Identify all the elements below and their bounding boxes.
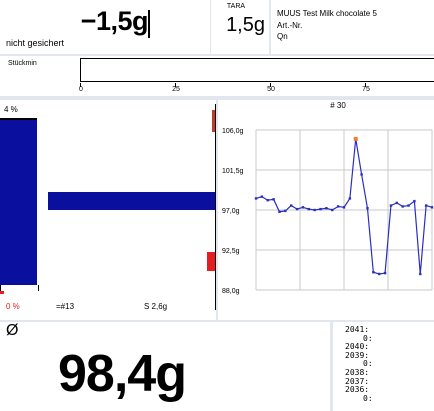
data-point bbox=[301, 206, 305, 209]
count-tick-label: 0 bbox=[79, 86, 83, 93]
data-point bbox=[395, 201, 398, 205]
piece-count-label: Stückmin bbox=[8, 60, 37, 67]
std-deviation-label: S 2,6g bbox=[144, 302, 168, 311]
data-point bbox=[266, 199, 269, 202]
count-tick bbox=[80, 83, 81, 87]
y-tick-label: 92,5g bbox=[222, 248, 240, 255]
data-point bbox=[372, 271, 375, 274]
average-weight-value: 98,4g bbox=[58, 345, 187, 403]
piece-count-panel: Stückmin 0 25 50 75 bbox=[0, 56, 434, 96]
history-row: 0: bbox=[363, 359, 373, 369]
data-point bbox=[430, 206, 434, 209]
data-point bbox=[366, 207, 369, 210]
sample-count-label: =#13 bbox=[56, 302, 75, 311]
history-row: 0: bbox=[363, 393, 373, 403]
data-point bbox=[413, 199, 416, 203]
y-tick-label: 101,5g bbox=[222, 168, 244, 175]
data-point bbox=[254, 197, 258, 200]
tara-label: TARA bbox=[226, 3, 246, 10]
data-point bbox=[331, 208, 334, 212]
save-status: nicht gesichert bbox=[6, 38, 65, 48]
tara-value: 1,5g bbox=[226, 14, 265, 36]
data-point bbox=[284, 209, 287, 213]
history-row: 2041: bbox=[345, 325, 370, 334]
y-tick-label: 88,0g bbox=[222, 288, 240, 295]
data-point bbox=[260, 195, 264, 198]
tolerance-bar-error bbox=[0, 291, 4, 294]
data-point bbox=[383, 271, 387, 275]
piece-count-bar bbox=[80, 58, 434, 82]
count-tick-label: 75 bbox=[362, 86, 370, 93]
data-point bbox=[401, 205, 404, 208]
product-panel[interactable]: MUUS Test Milk chocolate 5 Art.-Nr. Qn bbox=[271, 0, 434, 54]
qn-label: Qn bbox=[277, 32, 288, 41]
article-number-label: Art.-Nr. bbox=[277, 21, 303, 30]
history-row: 2038: bbox=[345, 368, 370, 377]
data-point bbox=[360, 173, 363, 176]
tara-panel[interactable]: TARA 1,5g bbox=[211, 0, 269, 54]
weight-trend-chart: 106,0g 101,5g 97,0g 92,5g 88,0g # 30 bbox=[222, 101, 434, 295]
distribution-axis bbox=[215, 104, 216, 310]
data-point bbox=[295, 207, 299, 211]
distribution-panel: 4 % 0 % =#13 S 2,6g bbox=[0, 100, 216, 320]
product-name: MUUS Test Milk chocolate 5 bbox=[277, 9, 377, 18]
data-point bbox=[378, 272, 381, 276]
history-row: 0: bbox=[363, 333, 373, 343]
data-point bbox=[307, 207, 310, 211]
data-point bbox=[419, 272, 422, 276]
weight-panel: −1,5g nicht gesichert bbox=[0, 0, 210, 54]
chart-title: # 30 bbox=[330, 101, 346, 110]
history-panel: 2041: 0: 2040: 2039: 0: 2038: 2037: 2036: 0: bbox=[333, 322, 434, 411]
negative-percent-label: 0 % bbox=[6, 302, 20, 311]
y-tick-label: 97,0g bbox=[222, 208, 240, 215]
history-row: 2040: bbox=[345, 342, 370, 352]
data-point bbox=[336, 205, 340, 208]
tolerance-bar bbox=[0, 118, 37, 287]
history-row: 2036: bbox=[345, 385, 370, 395]
data-point bbox=[313, 208, 316, 212]
history-row: 2037: bbox=[345, 376, 370, 386]
lower-limit-bar bbox=[207, 252, 216, 271]
tolerance-bar-gap bbox=[0, 285, 39, 291]
data-point bbox=[325, 207, 328, 210]
average-panel: Ø 98,4g bbox=[0, 322, 330, 411]
net-weight-value: −1,5g bbox=[80, 6, 149, 36]
data-point bbox=[319, 207, 322, 211]
history-row: 2039: bbox=[345, 350, 370, 360]
count-tick-label: 25 bbox=[172, 86, 180, 93]
data-point bbox=[272, 198, 275, 201]
highlighted-data-point bbox=[353, 136, 358, 141]
data-point bbox=[424, 204, 428, 207]
data-point bbox=[290, 204, 293, 207]
mean-bar bbox=[48, 192, 216, 210]
y-tick-label: 106,0g bbox=[222, 128, 244, 135]
data-point bbox=[342, 206, 346, 209]
percent-label: 4 % bbox=[4, 105, 18, 114]
data-point bbox=[278, 210, 281, 213]
count-tick bbox=[270, 83, 271, 87]
data-point bbox=[348, 197, 352, 200]
weight-trend-panel: 106,0g 101,5g 97,0g 92,5g 88,0g # 30 bbox=[218, 100, 434, 320]
data-point bbox=[389, 204, 393, 207]
count-tick bbox=[175, 83, 176, 87]
count-tick-label: 50 bbox=[267, 86, 275, 93]
data-point bbox=[407, 204, 410, 207]
average-symbol: Ø bbox=[6, 322, 19, 339]
upper-limit-bar bbox=[212, 110, 216, 132]
count-tick bbox=[365, 83, 366, 87]
text-cursor bbox=[148, 10, 150, 38]
